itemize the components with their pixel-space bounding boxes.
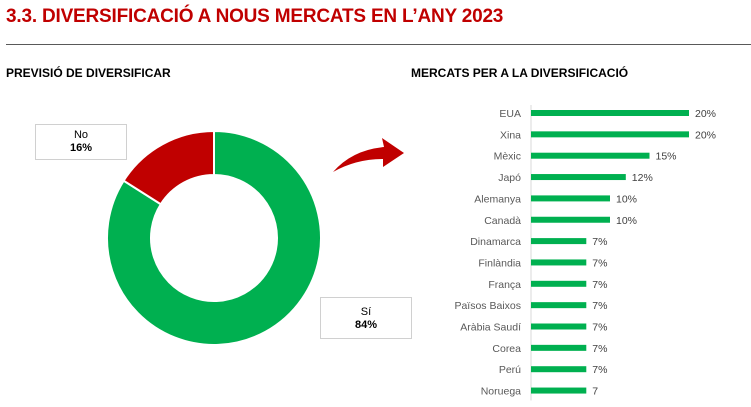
- callout-no: No 16%: [35, 124, 127, 160]
- bar-value-label: 15%: [656, 151, 677, 163]
- donut-chart: [106, 129, 322, 346]
- bar-chart-title: MERCATS PER A LA DIVERSIFICACIÓ: [411, 66, 629, 80]
- bar-value-label: 7%: [592, 364, 607, 376]
- bar-category-label: Japó: [498, 172, 521, 184]
- bar-value-label: 20%: [695, 129, 716, 141]
- bar-category-label: Canadà: [484, 215, 521, 227]
- bar-category-label: Alemanya: [474, 193, 521, 205]
- bar-value-label: 7%: [592, 300, 607, 312]
- bar-value-label: 10%: [616, 215, 637, 227]
- callout-si: Sí 84%: [320, 297, 412, 339]
- bar-value-label: 10%: [616, 193, 637, 205]
- bar-category-label: Països Baixos: [454, 300, 521, 312]
- callout-no-value: 16%: [69, 142, 93, 154]
- bar-value-label: 7%: [592, 236, 607, 248]
- bar-value-label: 7%: [592, 343, 607, 355]
- bar-value-label: 20%: [695, 108, 716, 120]
- bar-category-label: Xina: [500, 129, 521, 141]
- bar-category-label: EUA: [499, 108, 521, 120]
- bar: [531, 280, 587, 287]
- page-title: 3.3. DIVERSIFICACIÓ A NOUS MERCATS EN L’…: [6, 6, 504, 27]
- bar-value-label: 7: [592, 386, 598, 398]
- bar-category-label: Finlàndia: [478, 257, 521, 269]
- donut-slice-si: [106, 129, 322, 346]
- bar: [531, 302, 587, 309]
- right-arrow-icon: [333, 138, 404, 172]
- callout-no-label: No: [73, 129, 89, 141]
- bar-category-label: Corea: [492, 343, 521, 355]
- bar: [531, 110, 689, 116]
- bar: [531, 323, 587, 330]
- bar-category-label: Perú: [499, 364, 521, 376]
- bar: [531, 366, 587, 373]
- bar: [531, 195, 610, 202]
- bar-chart: EUA 20% Xina 20% Mèxic 15% Japó 12% Alemanya 10% C…: [454, 105, 716, 401]
- title-divider: [6, 44, 751, 45]
- bar: [531, 152, 650, 159]
- bar-category-label: Dinamarca: [470, 236, 521, 248]
- bar-category-label: Aràbia Saudí: [460, 322, 521, 334]
- donut-chart-title: PREVISIÓ DE DIVERSIFICAR: [6, 66, 171, 80]
- bar-value-label: 7%: [592, 279, 607, 291]
- bar: [531, 131, 689, 138]
- bar-value-label: 7%: [592, 257, 607, 269]
- bar-value-label: 12%: [632, 172, 653, 184]
- bar: [531, 174, 626, 181]
- donut-slice-no: [122, 129, 215, 206]
- bar: [531, 259, 587, 266]
- bar-value-label: 7%: [592, 322, 607, 334]
- callout-si-label: Sí: [360, 306, 372, 318]
- bar-category-label: França: [488, 279, 521, 291]
- bar: [531, 216, 610, 223]
- bar-category-label: Noruega: [481, 386, 521, 398]
- callout-si-value: 84%: [354, 319, 378, 331]
- bar: [531, 344, 587, 351]
- bar: [531, 238, 587, 245]
- bar-category-label: Mèxic: [494, 151, 521, 163]
- bar: [531, 387, 587, 394]
